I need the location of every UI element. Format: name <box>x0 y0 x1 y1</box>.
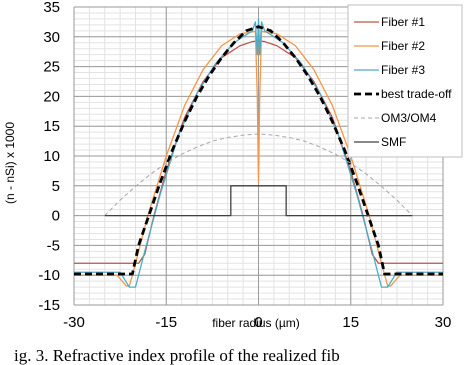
series-line-3 <box>74 18 443 288</box>
x-axis-title: fiber radius (µm) <box>212 316 300 330</box>
series-line-2 <box>74 30 443 287</box>
series-line-4 <box>74 25 443 276</box>
y-tick-label: -10 <box>38 267 60 284</box>
series-line-6 <box>104 185 413 217</box>
x-tick-label: -30 <box>63 314 85 331</box>
x-tick-label: 15 <box>342 314 359 331</box>
y-tick-label: 0 <box>52 208 60 225</box>
legend-label-4: best trade-off <box>381 87 452 101</box>
series-lines <box>74 18 443 288</box>
y-tick-labels: -15 -10 -5 0 5 10 15 20 25 30 35 <box>38 0 60 314</box>
y-tick-label: 25 <box>43 59 60 76</box>
series-line-5 <box>104 133 413 216</box>
y-tick-label: -5 <box>47 237 60 254</box>
y-tick-label: 20 <box>43 88 60 105</box>
y-tick-label: 35 <box>43 0 60 16</box>
y-axis-title: (n - nSi) x 1000 <box>3 122 17 204</box>
x-tick-label: 30 <box>435 314 452 331</box>
x-tick-label: -15 <box>155 314 177 331</box>
figure-caption: ig. 3. Refractive index profile of the r… <box>14 346 340 365</box>
legend-box <box>347 4 463 158</box>
legend-label-2: Fiber #2 <box>381 39 425 53</box>
legend-label-6: SMF <box>381 135 406 149</box>
legend-label-1: Fiber #1 <box>381 15 425 29</box>
legend: Fiber #1 Fiber #2 Fiber #3 best trade-off OM… <box>347 4 463 158</box>
y-tick-label: 5 <box>52 178 60 195</box>
y-tick-label: 30 <box>43 29 60 46</box>
legend-label-5: OM3/OM4 <box>381 111 437 125</box>
y-tick-label: -15 <box>38 297 60 314</box>
x-tick-labels: -30 -15 0 15 30 <box>63 314 451 331</box>
y-tick-label: 10 <box>43 148 60 165</box>
x-tick-label: 0 <box>254 314 262 331</box>
legend-label-3: Fiber #3 <box>381 63 425 77</box>
y-tick-label: 15 <box>43 118 60 135</box>
